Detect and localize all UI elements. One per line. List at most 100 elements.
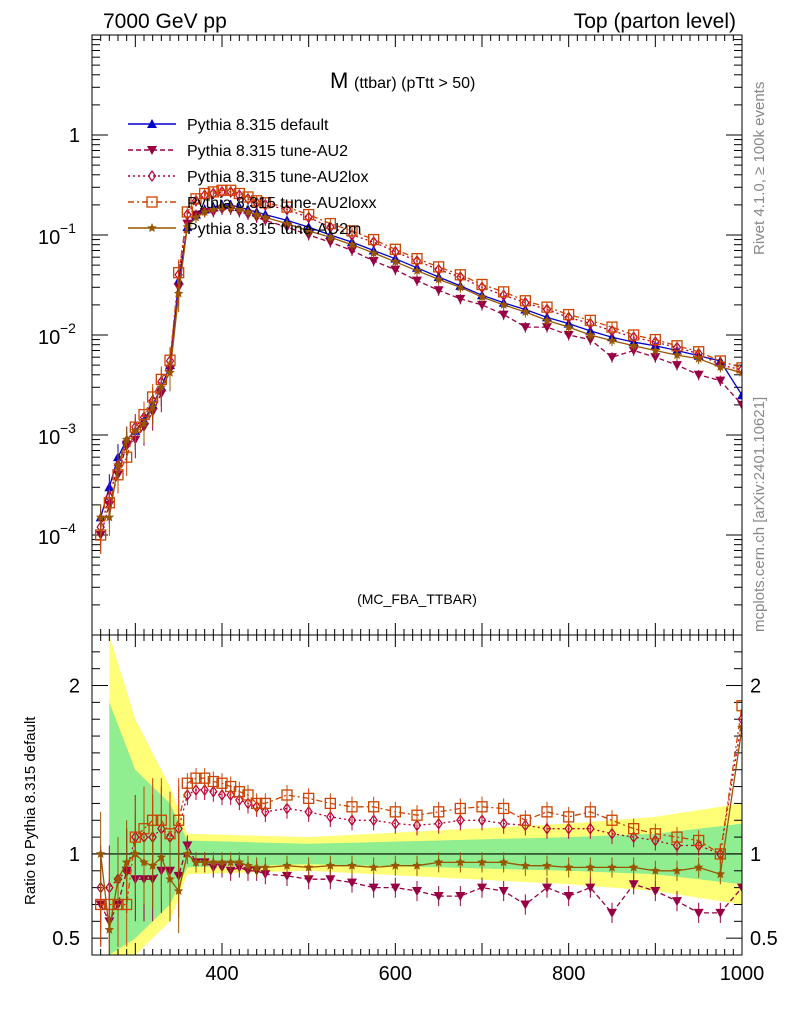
ratio-point bbox=[303, 792, 315, 805]
ratio-point bbox=[346, 801, 358, 813]
data-point bbox=[737, 367, 742, 377]
ratio-point bbox=[433, 857, 444, 867]
ratio-point bbox=[139, 857, 149, 867]
data-point bbox=[650, 353, 661, 363]
ratio-point bbox=[456, 814, 465, 827]
ratio-point bbox=[519, 814, 531, 826]
ratio-point bbox=[391, 817, 400, 830]
data-point bbox=[455, 294, 466, 304]
ratio-point bbox=[585, 862, 596, 872]
data-point bbox=[737, 390, 742, 400]
ratio-point bbox=[715, 908, 726, 918]
ratio-point bbox=[607, 862, 617, 872]
ratio-point bbox=[326, 810, 335, 823]
ratio-point bbox=[173, 814, 185, 826]
legend-marker bbox=[147, 223, 157, 232]
data-point bbox=[191, 212, 201, 222]
data-point bbox=[519, 295, 531, 307]
ratio-y-tick-labels: 2 2 1 1 0.5 0.5 bbox=[52, 676, 778, 951]
data-point bbox=[607, 353, 617, 363]
ratio-point bbox=[325, 860, 336, 870]
data-point bbox=[563, 331, 574, 340]
data-point bbox=[456, 270, 465, 284]
data-point bbox=[113, 460, 123, 470]
x-tick-labels: 400 600 800 1000 bbox=[205, 963, 764, 985]
data-point bbox=[165, 367, 175, 377]
ratio-point bbox=[243, 860, 253, 870]
data-point bbox=[304, 211, 313, 224]
ratio-point bbox=[650, 887, 661, 896]
ratio-axis-ticks bbox=[91, 635, 743, 955]
data-point bbox=[326, 221, 335, 234]
ratio-point bbox=[433, 806, 445, 818]
data-point bbox=[433, 274, 444, 284]
ratio-point bbox=[563, 862, 574, 872]
ratio-point bbox=[390, 860, 401, 870]
ratio-point bbox=[104, 924, 115, 934]
data-point bbox=[347, 246, 357, 256]
ratio-point bbox=[191, 783, 201, 796]
data-point bbox=[715, 361, 726, 371]
ratio-point bbox=[671, 831, 683, 843]
ratio-point bbox=[281, 789, 293, 801]
ratio-point bbox=[563, 811, 575, 823]
data-point bbox=[693, 353, 704, 363]
data-point bbox=[243, 207, 253, 216]
ratio-point bbox=[261, 805, 270, 818]
y-tick-label-ratio-right: 1 bbox=[750, 844, 761, 866]
data-point bbox=[693, 370, 704, 380]
y-tick-label-main-exp: −1 bbox=[60, 220, 76, 236]
ratio-point bbox=[304, 805, 313, 818]
ratio-y-axis-label: Ratio to Pythia 8.315 default bbox=[22, 716, 39, 905]
y-tick-label-ratio: 1 bbox=[69, 844, 80, 866]
ratio-point bbox=[520, 860, 531, 870]
data-point bbox=[433, 286, 444, 296]
ratio-point bbox=[629, 831, 638, 844]
ratio-point bbox=[498, 857, 509, 867]
data-point bbox=[130, 425, 141, 435]
legend-marker bbox=[147, 146, 157, 155]
data-point bbox=[368, 256, 379, 266]
data-point bbox=[225, 202, 236, 212]
y-tick-label-ratio: 2 bbox=[69, 676, 80, 698]
ratio-point bbox=[434, 817, 443, 830]
header-left: 7000 GeV pp bbox=[103, 10, 227, 33]
ratio-point bbox=[585, 883, 596, 893]
ratio-point bbox=[628, 823, 640, 835]
data-point bbox=[520, 323, 531, 333]
data-point bbox=[607, 335, 617, 345]
data-point bbox=[183, 208, 192, 221]
data-point bbox=[242, 191, 254, 203]
data-point bbox=[259, 197, 271, 209]
ratio-point bbox=[693, 862, 704, 872]
ratio-point bbox=[190, 772, 202, 784]
data-point bbox=[303, 225, 314, 235]
ratio-panel: 2 2 1 1 0.5 0.5 400 600 800 1000 Ratio to Pythia… bbox=[22, 634, 778, 985]
data-point bbox=[173, 267, 185, 279]
data-point bbox=[715, 376, 726, 386]
ratio-point bbox=[737, 713, 742, 726]
ratio-point bbox=[455, 892, 466, 902]
ratio-point bbox=[477, 883, 487, 893]
ratio-point bbox=[737, 722, 742, 732]
ratio-point bbox=[498, 802, 510, 815]
ratio-point bbox=[672, 897, 682, 907]
ratio-point bbox=[282, 860, 292, 870]
analysis-label: (MC_FBA_TTBAR) bbox=[357, 591, 477, 607]
data-point bbox=[282, 218, 292, 228]
ratio-point bbox=[324, 797, 336, 810]
data-point bbox=[650, 345, 661, 355]
data-point bbox=[585, 330, 596, 339]
legend-marker bbox=[147, 119, 157, 128]
y-tick-label-main-exp: −4 bbox=[60, 520, 76, 536]
ratio-point bbox=[200, 783, 209, 796]
ratio-point bbox=[390, 883, 401, 893]
ratio-point bbox=[714, 848, 726, 860]
ratio-point bbox=[542, 860, 552, 870]
data-point bbox=[411, 253, 423, 265]
data-point bbox=[95, 512, 106, 522]
x-tick-label: 1000 bbox=[720, 963, 765, 985]
ratio-point bbox=[259, 797, 271, 810]
data-point bbox=[672, 361, 682, 371]
data-point bbox=[324, 217, 336, 230]
